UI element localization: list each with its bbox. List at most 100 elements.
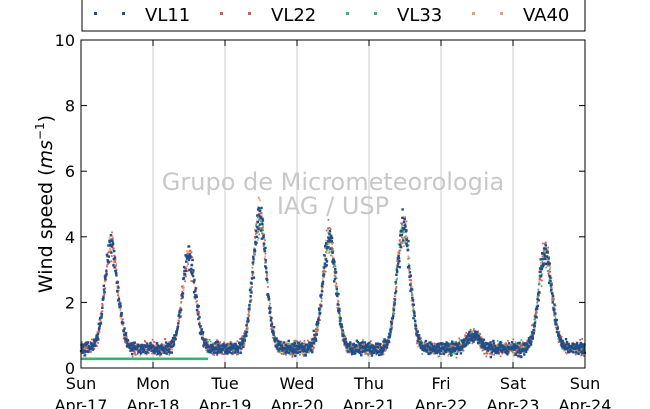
data-point <box>141 346 144 350</box>
legend: VL11 VL22 VL33 VA40 <box>81 0 586 32</box>
data-point <box>262 236 265 239</box>
data-point <box>409 283 412 286</box>
data-point <box>123 327 126 330</box>
data-point <box>400 227 403 230</box>
data-point <box>217 343 220 347</box>
data-point <box>245 334 248 337</box>
data-point <box>165 345 168 348</box>
data-point <box>480 345 483 348</box>
data-point <box>271 325 274 328</box>
data-point <box>407 244 410 247</box>
data-point <box>471 342 474 345</box>
data-point <box>333 274 336 277</box>
data-point <box>463 343 465 346</box>
data-point <box>83 346 86 348</box>
data-point <box>328 249 331 252</box>
data-point <box>106 263 109 266</box>
data-point <box>393 301 396 303</box>
data-point <box>234 343 237 347</box>
data-point <box>109 234 113 237</box>
data-point <box>452 346 455 349</box>
data-point <box>392 312 394 315</box>
data-point <box>262 245 265 248</box>
data-point <box>258 229 261 232</box>
data-point <box>115 263 118 265</box>
data-point <box>442 347 445 351</box>
data-point <box>229 342 233 346</box>
data-point <box>388 334 392 337</box>
data-point <box>471 330 474 333</box>
data-point <box>99 312 102 315</box>
data-point <box>353 345 356 349</box>
data-point <box>472 340 475 343</box>
data-point <box>268 310 272 314</box>
data-point <box>165 351 168 354</box>
data-point <box>213 351 217 354</box>
data-point <box>405 238 409 242</box>
data-point <box>420 341 423 345</box>
data-point <box>411 299 415 302</box>
data-point <box>399 249 402 252</box>
data-point <box>504 345 507 348</box>
data-point <box>392 308 396 311</box>
data-point <box>547 260 550 262</box>
data-point <box>408 271 412 274</box>
data-point <box>472 329 475 332</box>
data-point <box>186 250 188 252</box>
data-point <box>308 347 311 350</box>
data-point <box>325 264 328 267</box>
data-point <box>268 304 271 307</box>
data-point <box>139 349 142 353</box>
data-point <box>398 252 401 255</box>
data-point <box>344 344 346 347</box>
data-point <box>308 341 311 344</box>
data-point <box>469 328 472 331</box>
data-point <box>219 341 221 343</box>
data-point <box>446 351 449 353</box>
data-point <box>283 345 286 348</box>
data-point <box>527 341 529 344</box>
data-point <box>428 341 431 344</box>
data-point <box>347 350 350 353</box>
data-point <box>273 341 276 344</box>
data-point <box>313 343 316 346</box>
data-point <box>245 330 249 334</box>
data-point <box>448 350 452 353</box>
data-point <box>463 345 466 348</box>
data-point <box>287 339 290 343</box>
data-point <box>186 252 189 255</box>
data-point <box>253 247 256 249</box>
data-point <box>196 313 200 316</box>
data-point <box>134 354 137 356</box>
data-point <box>573 351 576 354</box>
data-point <box>260 206 263 210</box>
data-point <box>370 351 373 355</box>
data-point <box>417 334 421 337</box>
data-point <box>334 284 337 287</box>
data-point <box>86 347 89 350</box>
data-point <box>521 346 523 349</box>
data-point <box>194 289 197 293</box>
data-point <box>129 346 132 349</box>
data-point <box>583 350 586 353</box>
data-point <box>449 344 452 347</box>
data-point <box>385 346 389 349</box>
data-point <box>407 255 410 258</box>
data-point <box>187 258 191 262</box>
data-point <box>521 344 523 346</box>
data-point <box>534 320 537 323</box>
data-point <box>538 280 541 283</box>
data-point <box>287 345 290 348</box>
data-point <box>156 350 159 353</box>
data-point <box>287 351 291 354</box>
data-point <box>321 282 324 285</box>
data-point <box>493 353 495 356</box>
data-point <box>299 353 301 356</box>
data-point <box>482 346 485 349</box>
data-point <box>411 292 413 294</box>
data-point <box>257 206 261 210</box>
data-point <box>313 333 316 337</box>
data-point <box>398 265 401 269</box>
legend-label: VA40 <box>523 5 569 26</box>
data-point <box>449 354 453 357</box>
